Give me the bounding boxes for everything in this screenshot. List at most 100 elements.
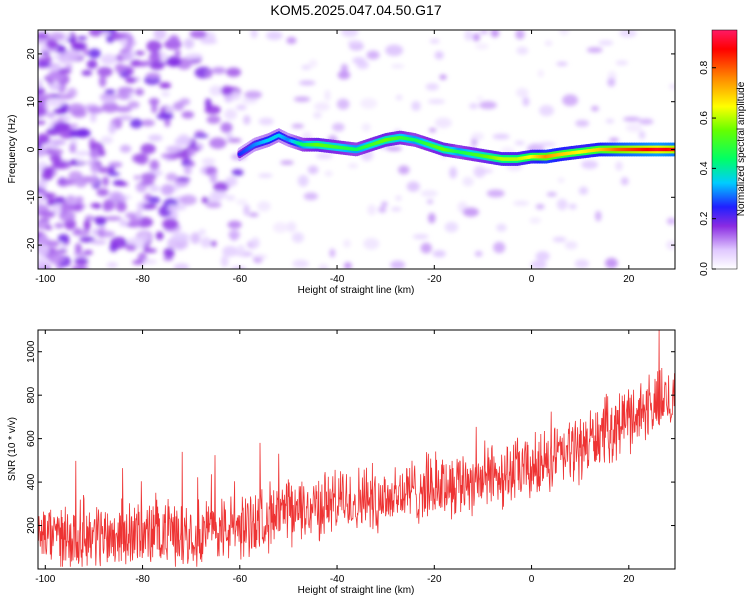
heatmap-noise-cell [258,117,274,126]
heatmap-noise-cell [425,83,439,91]
heatmap-noise-cell [91,174,98,186]
heatmap-noise-cell [160,184,175,196]
heatmap-noise-cell [638,118,654,125]
colorbar-tick-label: 0.0 [699,262,710,276]
heatmap-noise-cell [148,134,163,142]
heatmap-noise-cell [250,237,260,249]
heatmap-noise-cell [86,59,98,69]
heatmap-noise-cell [100,54,117,65]
heatmap-noise-cell [148,97,160,106]
heatmap-noise-cell [130,118,143,129]
heatmap-noise-cell [110,236,128,249]
heatmap-noise-cell [51,160,67,169]
heatmap-noise-cell [171,204,187,211]
heatmap-noise-cell [134,238,145,250]
heatmap-noise-cell [174,49,181,58]
heatmap-noise-cell [159,82,172,89]
heatmap-noise-cell [38,245,50,257]
heatmap-noise-cell [462,176,474,187]
spectrogram-y-axis: -20 -10 0 10 20 [26,48,675,252]
heatmap-noise-cell [38,193,45,205]
heatmap-noise-cell [146,40,162,53]
heatmap-noise-cell [110,31,122,41]
heatmap-noise-cell [244,90,263,99]
snr-x-axis: -100 -80 -60 -40 -20 0 20 [35,330,635,585]
y-tick-label: 400 [26,473,37,490]
heatmap-noise-cell [492,133,510,140]
heatmap-noise-cell [293,96,311,102]
heatmap-noise-cell [38,88,46,95]
y-tick-label: 1000 [26,340,37,363]
heatmap-noise-cell [180,194,197,206]
heatmap-noise-cell [307,165,319,175]
heatmap-noise-cell [301,64,311,70]
heatmap-noise-cell [205,69,213,79]
heatmap-noise-cell [248,212,259,217]
heatmap-noise-cell [360,97,378,109]
heatmap-noise-cell [478,101,497,110]
heatmap-noise-cell [236,244,246,257]
heatmap-noise-cell [48,82,61,91]
heatmap-noise-cell [46,97,65,107]
heatmap-noise-cell [148,196,161,204]
heatmap-noise-cell [605,257,618,269]
heatmap-noise-cell [434,51,444,60]
heatmap-noise-cell [66,37,77,43]
heatmap-noise-cell [341,30,359,37]
heatmap-noise-cell [83,49,90,56]
heatmap-noise-cell [153,30,167,40]
heatmap-noise-cell [381,201,388,207]
heatmap-noise-cell [224,93,233,103]
heatmap-noise-cell [83,249,93,256]
heatmap-noise-cell [272,222,288,233]
heatmap-noise-cell [390,260,406,269]
heatmap-noise-cell [183,38,195,49]
heatmap-noise-cell [38,101,47,107]
spectrogram-xlabel: Height of straight line (km) [298,285,415,296]
y-tick-label: 600 [26,430,37,447]
heatmap-noise-cell [57,94,74,100]
heatmap-noise-cell [427,212,436,224]
heatmap-noise-cell [123,44,133,53]
heatmap-noise-cell [165,145,183,153]
heatmap-noise-cell [427,99,446,105]
heatmap-noise-cell [126,67,134,76]
heatmap-noise-cell [83,219,91,231]
heatmap-noise-cell [291,232,304,243]
heatmap-noise-cell [361,123,371,132]
heatmap-noise-cell [88,30,103,37]
heatmap-noise-cell [174,137,193,147]
heatmap-noise-cell [225,67,242,77]
heatmap-noise-cell [210,240,217,247]
heatmap-noise-cell [38,177,48,190]
heatmap-noise-cell [266,31,283,41]
heatmap-noise-cell [586,47,603,53]
heatmap-noise-cell [44,240,60,248]
heatmap-noise-cell [390,207,402,212]
heatmap-noise-cell [514,140,525,146]
heatmap-noise-cell [530,260,547,269]
heatmap-noise-cell [303,192,319,201]
heatmap-noise-cell [47,70,66,82]
heatmap-noise-cell [516,87,529,98]
heatmap-noise-cell [53,121,71,132]
heatmap-noise-cell [74,257,89,266]
heatmap-noise-cell [173,101,185,111]
heatmap-noise-cell [121,51,132,61]
heatmap-noise-cell [107,172,120,177]
heatmap-noise-cell [133,175,141,180]
heatmap-noise-cell [201,196,209,204]
heatmap-noise-cell [140,143,156,155]
heatmap-noise-cell [167,204,175,212]
heatmap-noise-cell [225,176,238,187]
heatmap-noise-cell [38,105,47,117]
heatmap-noise-cell [332,122,345,132]
heatmap-noise-cell [40,210,56,218]
heatmap-noise-cell [119,144,132,153]
snr-ylabel: SNR (10 * v/v) [7,417,18,481]
x-tick-label: -40 [330,274,345,285]
heatmap-noise-cell [115,201,127,212]
heatmap-noise-cell [562,94,579,107]
heatmap-noise-cell [538,105,555,117]
